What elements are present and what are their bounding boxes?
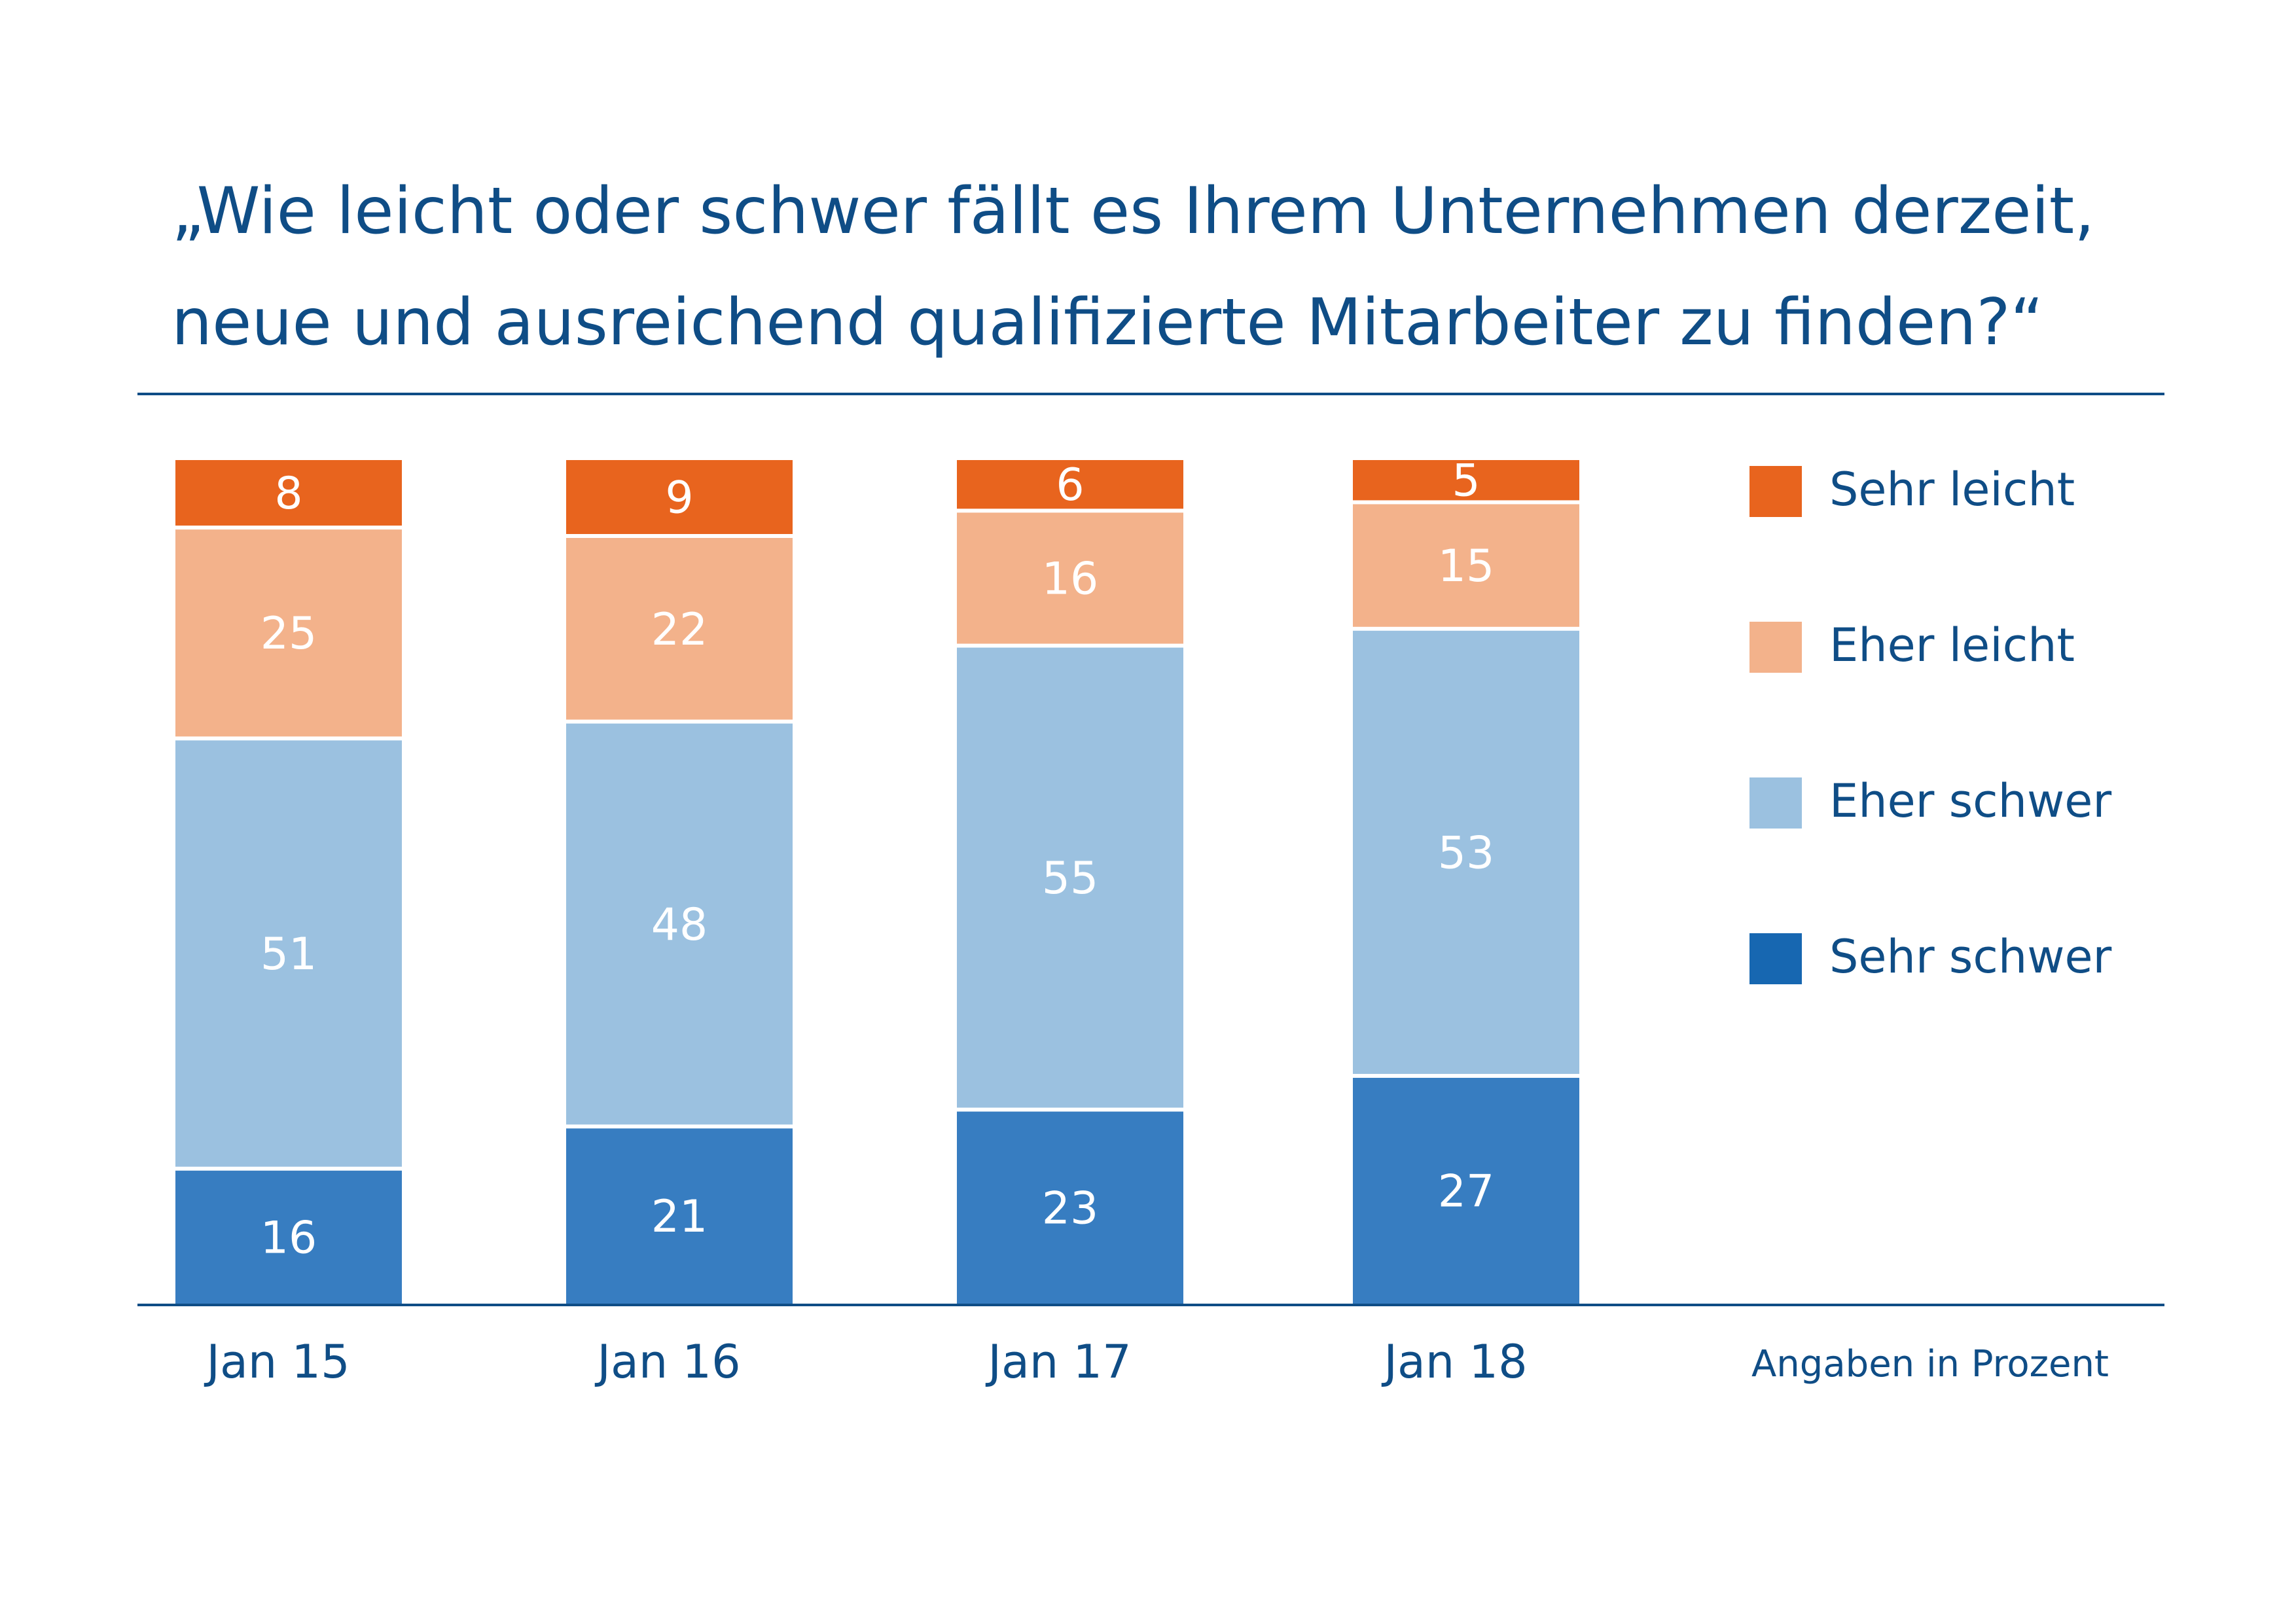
bar-sehr-schwer-jan-17 bbox=[957, 1111, 1183, 1304]
value-label-sehr-leicht-jan-16: 9 bbox=[665, 473, 693, 524]
chart-title: „Wie leicht oder schwer fällt es Ihrem U… bbox=[171, 156, 2200, 378]
value-label-sehr-leicht-jan-15: 8 bbox=[274, 468, 302, 520]
bar-eher-schwer-jan-15 bbox=[175, 740, 402, 1167]
baseline-rule bbox=[137, 1304, 2164, 1306]
value-label-eher-leicht-jan-15: 25 bbox=[260, 608, 317, 660]
bar-eher-leicht-jan-17 bbox=[957, 512, 1183, 644]
bar-eher-leicht-jan-15 bbox=[175, 529, 402, 737]
bar-sehr-schwer-jan-15 bbox=[175, 1170, 402, 1304]
value-label-sehr-schwer-jan-15: 16 bbox=[260, 1212, 317, 1264]
legend-swatch-sehr-schwer bbox=[1749, 933, 1802, 984]
bar-eher-schwer-jan-18 bbox=[1353, 630, 1579, 1074]
value-label-eher-schwer-jan-16: 48 bbox=[651, 899, 708, 951]
bar-sehr-leicht-jan-18 bbox=[1353, 460, 1579, 501]
legend-label-sehr-schwer: Sehr schwer bbox=[1829, 930, 2112, 984]
legend: Sehr leicht Eher leicht Eher schwer Sehr sc… bbox=[1749, 463, 2112, 984]
value-label-sehr-leicht-jan-17: 6 bbox=[1056, 459, 1084, 511]
x-tick-label-jan-18: Jan 18 bbox=[1381, 1335, 1527, 1389]
value-label-sehr-schwer-jan-16: 21 bbox=[651, 1191, 708, 1243]
legend-swatch-eher-schwer bbox=[1749, 777, 1802, 829]
value-label-eher-schwer-jan-17: 55 bbox=[1042, 853, 1099, 904]
title-line-2: neue und ausreichend qualifizierte Mitar… bbox=[171, 285, 2044, 360]
x-tick-label-jan-16: Jan 16 bbox=[594, 1335, 740, 1389]
x-tick-label-jan-15: Jan 15 bbox=[204, 1335, 350, 1389]
x-tick-label-jan-17: Jan 17 bbox=[985, 1335, 1131, 1389]
top-rule bbox=[137, 393, 2164, 395]
legend-label-eher-schwer: Eher schwer bbox=[1829, 774, 2111, 828]
bar-eher-leicht-jan-18 bbox=[1353, 504, 1579, 627]
value-label-sehr-schwer-jan-17: 23 bbox=[1042, 1183, 1099, 1234]
title-line-1: „Wie leicht oder schwer fällt es Ihrem U… bbox=[171, 174, 2095, 249]
legend-swatch-sehr-leicht bbox=[1749, 466, 1802, 517]
value-label-eher-leicht-jan-16: 22 bbox=[651, 604, 708, 656]
unit-note: Angaben in Prozent bbox=[1751, 1343, 2109, 1385]
bar-sehr-leicht-jan-15 bbox=[175, 460, 402, 526]
bar-sehr-leicht-jan-16 bbox=[566, 460, 793, 535]
value-label-sehr-leicht-jan-18: 5 bbox=[1452, 455, 1480, 507]
bar-sehr-leicht-jan-17 bbox=[957, 460, 1183, 509]
value-label-eher-leicht-jan-18: 15 bbox=[1438, 541, 1495, 592]
bar-sehr-schwer-jan-16 bbox=[566, 1128, 793, 1304]
value-label-sehr-schwer-jan-18: 27 bbox=[1438, 1166, 1495, 1217]
bar-eher-leicht-jan-16 bbox=[566, 538, 793, 720]
bars-group: 16 51 25 8 Jan 15 21 48 22 9 Jan 16 23 55 16 6 Jan 17 2… bbox=[175, 455, 1579, 1389]
bar-eher-schwer-jan-17 bbox=[957, 647, 1183, 1108]
legend-swatch-eher-leicht bbox=[1749, 622, 1802, 673]
bar-sehr-schwer-jan-18 bbox=[1353, 1077, 1579, 1304]
value-label-eher-leicht-jan-17: 16 bbox=[1042, 553, 1099, 605]
legend-label-sehr-leicht: Sehr leicht bbox=[1829, 463, 2075, 516]
bar-eher-schwer-jan-16 bbox=[566, 723, 793, 1125]
value-label-eher-schwer-jan-15: 51 bbox=[260, 929, 317, 980]
value-label-eher-schwer-jan-18: 53 bbox=[1438, 827, 1495, 879]
legend-label-eher-leicht: Eher leicht bbox=[1829, 618, 2075, 672]
